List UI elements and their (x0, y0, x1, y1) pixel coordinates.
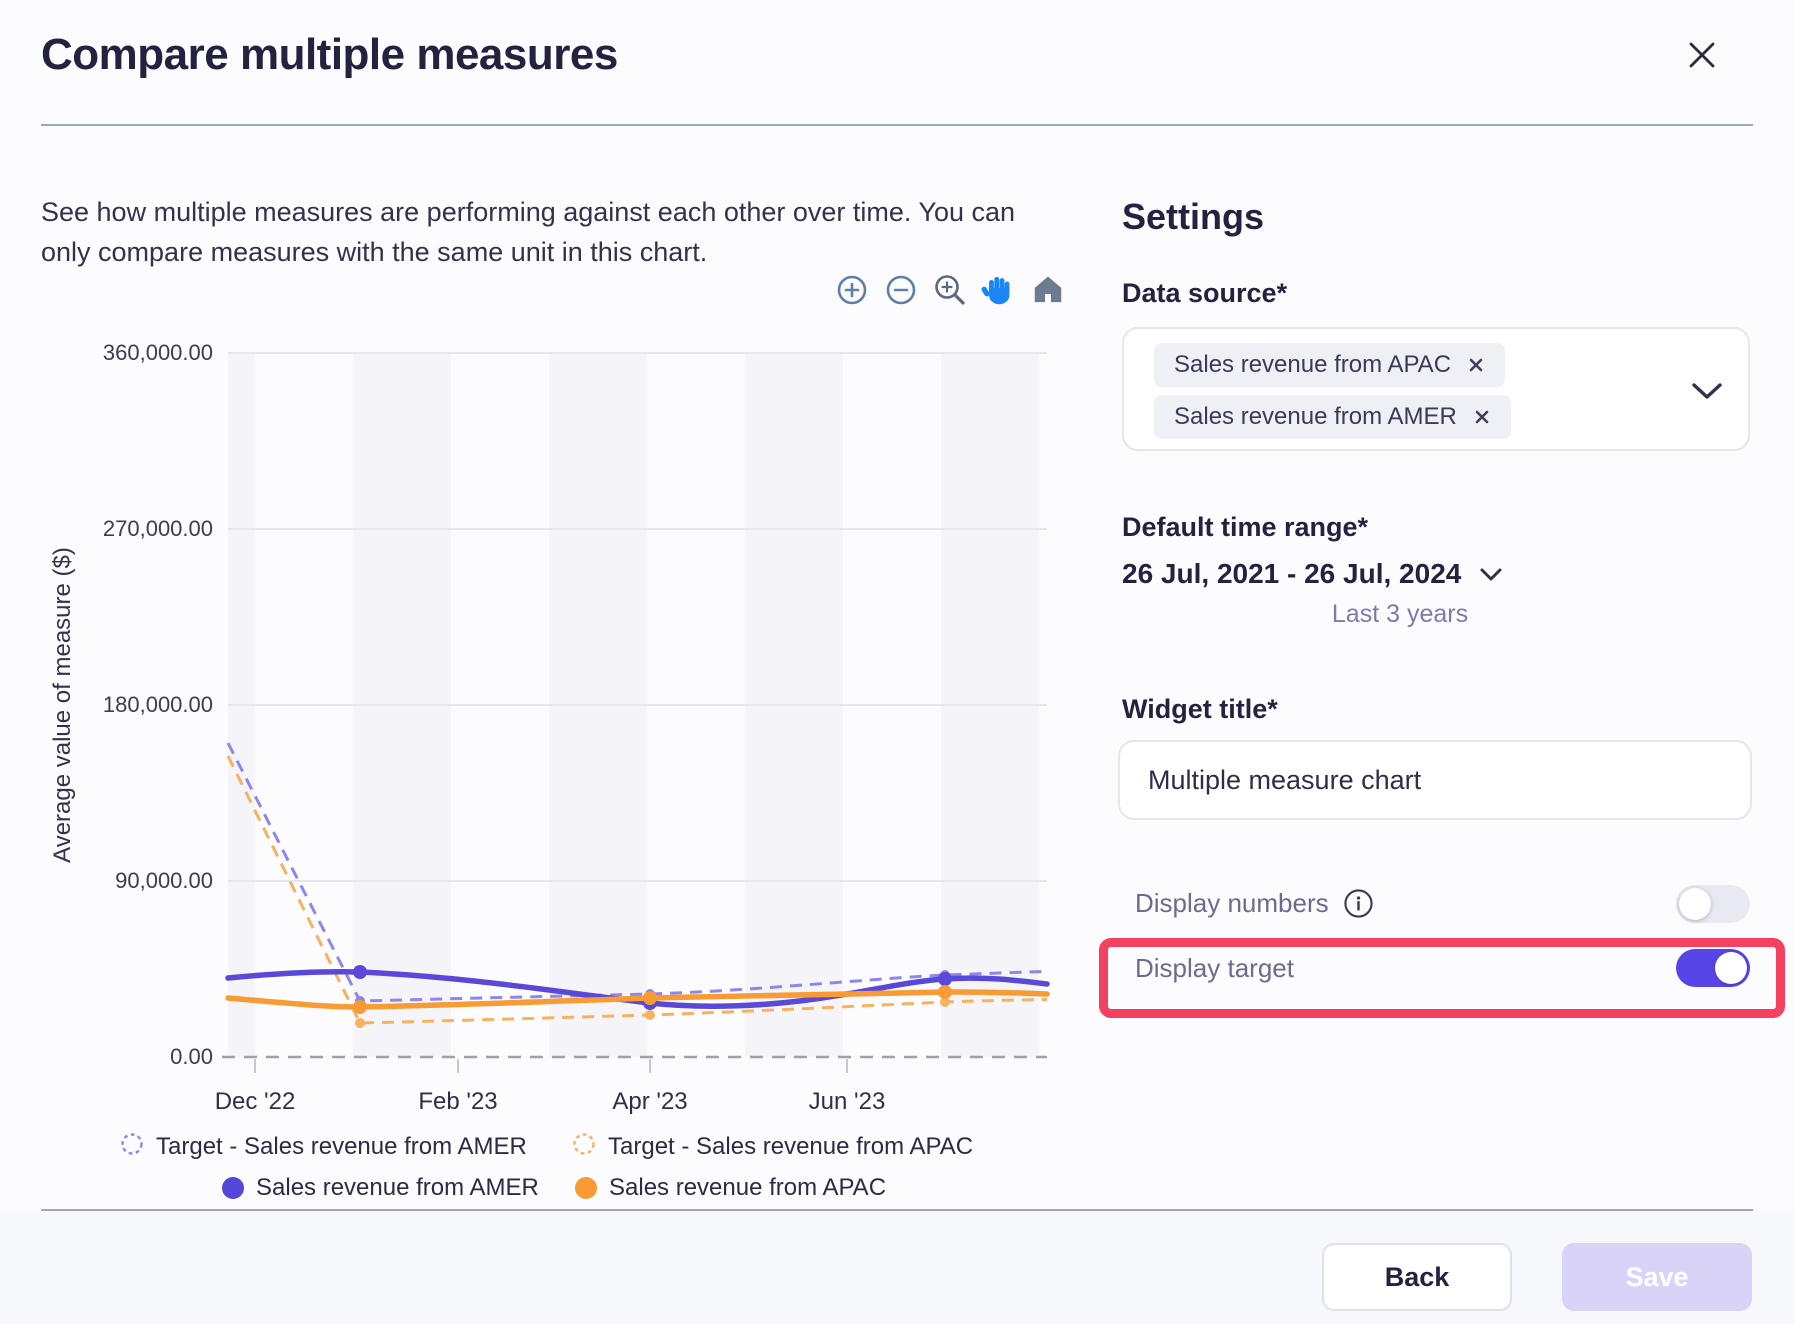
legend-label: Target - Sales revenue from APAC (608, 1133, 974, 1160)
chart-plot-area[interactable] (0, 0, 1070, 1210)
y-tick-label: 0.00 (170, 1044, 213, 1069)
widget-title-input[interactable] (1118, 740, 1752, 820)
y-tick-label: 270,000.00 (102, 516, 213, 541)
display-target-label: Display target (1135, 953, 1294, 983)
y-tick-label: 90,000.00 (115, 868, 213, 893)
data-source-label: Data source* (1122, 278, 1288, 308)
page-title: Compare multiple measures (41, 30, 618, 79)
gridlines (228, 352, 1047, 882)
chart-toolbar (834, 272, 1066, 308)
time-range-hint: Last 3 years (1331, 600, 1469, 628)
save-button[interactable]: Save (1562, 1243, 1752, 1311)
display-numbers-label: Display numbers (1135, 888, 1329, 918)
x-tick-label: Jun '23 (808, 1088, 886, 1115)
chip-label: Sales revenue from APAC (1174, 351, 1452, 378)
legend-item-target-apac[interactable]: Target - Sales revenue from APAC (572, 1131, 973, 1163)
time-range-label: Default time range* (1122, 512, 1369, 542)
x-tick-marks (254, 1059, 848, 1073)
toggle-knob (1679, 888, 1711, 920)
chip-remove-icon[interactable] (1473, 408, 1491, 426)
chip-apac: Sales revenue from APAC (1154, 343, 1506, 387)
legend-item-amer[interactable]: Sales revenue from AMER (222, 1172, 539, 1204)
zoom-search-icon[interactable] (932, 272, 968, 308)
footer (0, 1210, 1794, 1324)
x-tick-label: Feb '23 (418, 1088, 498, 1115)
line-target-amer (226, 742, 1048, 1003)
legend-label: Sales revenue from APAC (609, 1174, 887, 1201)
modal-description: See how multiple measures are performing… (41, 197, 1016, 267)
y-tick-label: 180,000.00 (102, 692, 213, 717)
dashed-circle-icon (572, 1132, 596, 1163)
toggle-knob (1715, 952, 1747, 984)
legend-item-target-amer[interactable]: Target - Sales revenue from AMER (120, 1131, 527, 1163)
settings-heading: Settings (1122, 196, 1265, 237)
zoom-out-icon[interactable] (883, 272, 919, 308)
footer-divider (41, 1209, 1753, 1211)
display-target-toggle[interactable] (1676, 949, 1750, 987)
header-divider (41, 124, 1753, 126)
time-range-selector[interactable]: 26 Jul, 2021 - 26 Jul, 2024 (1122, 558, 1503, 590)
display-numbers-row: Display numbers (1135, 888, 1374, 919)
zoom-in-icon[interactable] (834, 272, 870, 308)
close-button[interactable] (1676, 30, 1728, 82)
info-icon[interactable] (1343, 888, 1374, 919)
dot-icon (222, 1177, 244, 1199)
display-numbers-toggle[interactable] (1676, 885, 1750, 923)
legend-item-apac[interactable]: Sales revenue from APAC (575, 1172, 886, 1204)
legend-label: Target - Sales revenue from AMER (156, 1133, 527, 1160)
time-range-value: 26 Jul, 2021 - 26 Jul, 2024 (1122, 558, 1462, 589)
pan-hand-icon[interactable] (981, 272, 1017, 308)
chip-amer: Sales revenue from AMER (1154, 395, 1511, 439)
home-icon[interactable] (1030, 272, 1066, 308)
data-source-select[interactable]: Sales revenue from APAC Sales revenue fr… (1122, 327, 1750, 451)
dashed-circle-icon (120, 1132, 144, 1163)
close-icon (1682, 35, 1722, 78)
legend-label: Sales revenue from AMER (256, 1174, 539, 1201)
x-tick-label: Dec '22 (214, 1088, 296, 1115)
chevron-down-icon[interactable] (1690, 381, 1724, 407)
back-button[interactable]: Back (1322, 1243, 1512, 1311)
measure-data-points (353, 965, 952, 1014)
y-tick-label: 360,000.00 (102, 340, 213, 365)
x-tick-label: Apr '23 (612, 1088, 688, 1115)
chip-label: Sales revenue from AMER (1174, 403, 1457, 430)
widget-title-label: Widget title* (1122, 694, 1278, 724)
dot-icon (575, 1177, 597, 1199)
chip-remove-icon[interactable] (1467, 356, 1485, 374)
annotation-highlight-box (1099, 938, 1785, 1018)
chevron-down-icon (1479, 567, 1503, 587)
